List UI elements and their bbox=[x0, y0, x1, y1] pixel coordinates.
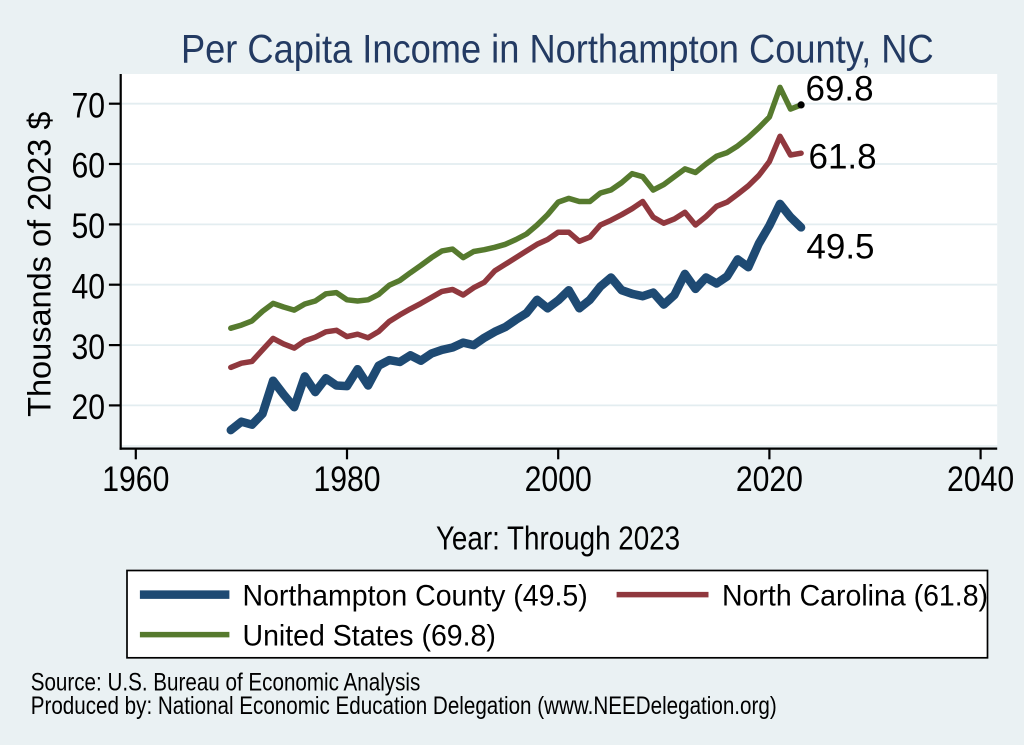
svg-text:1980: 1980 bbox=[313, 459, 380, 499]
svg-text:30: 30 bbox=[71, 326, 105, 366]
svg-text:Produced by: National Economic: Produced by: National Economic Education… bbox=[31, 691, 777, 719]
svg-text:2000: 2000 bbox=[525, 459, 592, 499]
svg-text:2040: 2040 bbox=[947, 459, 1014, 499]
svg-text:United States (69.8): United States (69.8) bbox=[243, 620, 496, 653]
svg-text:Year: Through 2023: Year: Through 2023 bbox=[436, 519, 680, 557]
svg-text:Thousands of 2023 $: Thousands of 2023 $ bbox=[22, 112, 58, 417]
svg-text:69.8: 69.8 bbox=[806, 70, 874, 109]
svg-text:70: 70 bbox=[71, 85, 105, 125]
svg-text:1960: 1960 bbox=[102, 459, 169, 499]
svg-text:50: 50 bbox=[71, 206, 105, 246]
svg-text:61.8: 61.8 bbox=[809, 138, 877, 177]
svg-text:49.5: 49.5 bbox=[806, 228, 874, 267]
svg-text:Northampton County (49.5): Northampton County (49.5) bbox=[243, 580, 588, 613]
svg-text:60: 60 bbox=[71, 145, 105, 185]
svg-text:North Carolina (61.8): North Carolina (61.8) bbox=[722, 580, 988, 613]
svg-text:2020: 2020 bbox=[736, 459, 803, 499]
svg-text:20: 20 bbox=[71, 387, 105, 427]
svg-text:40: 40 bbox=[71, 266, 105, 306]
svg-text:Per Capita Income in Northampt: Per Capita Income in Northampton County,… bbox=[181, 27, 934, 72]
svg-text:Source: U.S. Bureau of Economi: Source: U.S. Bureau of Economic Analysis bbox=[31, 667, 421, 695]
